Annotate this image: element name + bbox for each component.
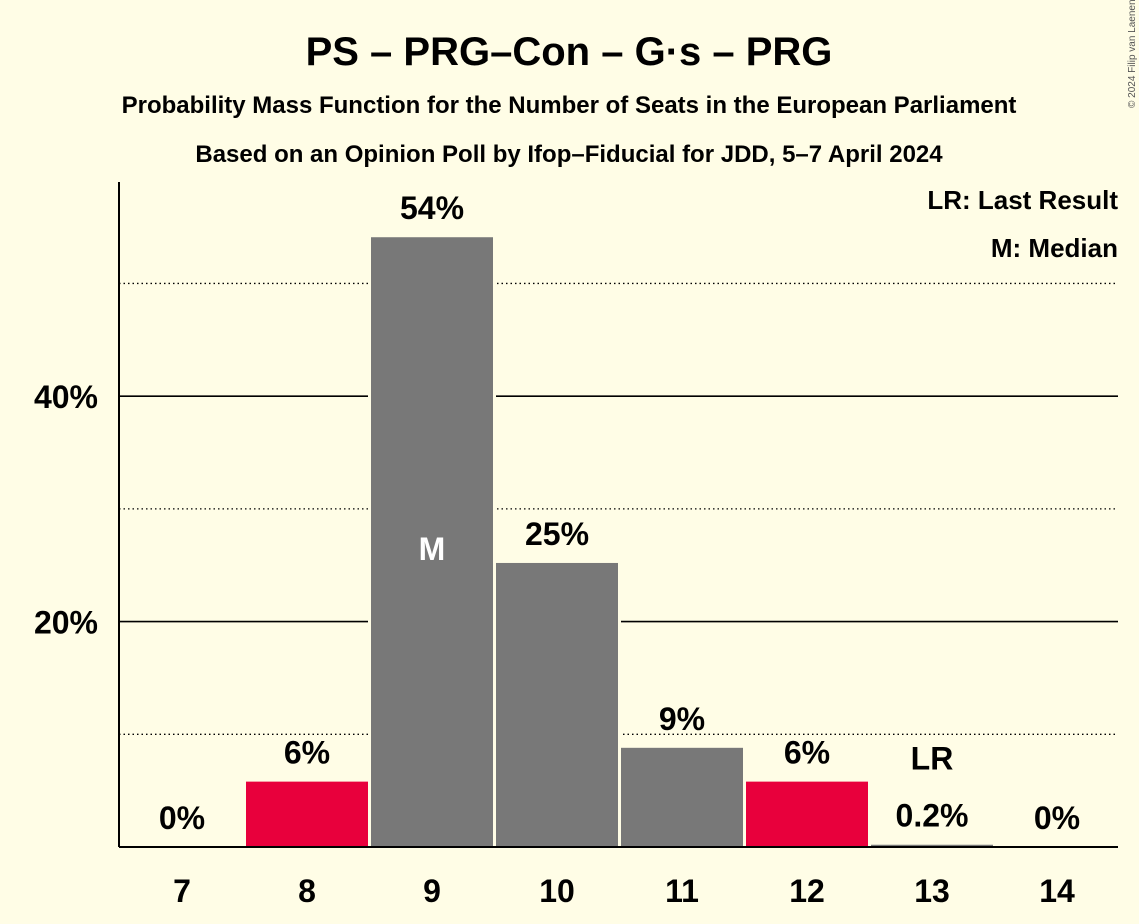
x-tick-label: 12 [789, 873, 825, 909]
bar [496, 562, 618, 847]
bar [746, 781, 868, 847]
data-labels: 0% 6% 54% M 25% 9% 6% 0.2% LR 0% [159, 190, 1080, 836]
data-label: 25% [525, 516, 589, 552]
x-tick-label: 10 [539, 873, 575, 909]
axes: 20% 40% 7 8 9 10 11 12 13 14 [34, 182, 1118, 909]
bars [243, 234, 996, 847]
bar [246, 781, 368, 847]
chart-title: PS – PRG–Con – G·s – PRG [306, 30, 833, 74]
bar [621, 747, 743, 847]
data-label: 6% [784, 735, 830, 771]
x-tick-label: 11 [665, 873, 699, 909]
chart-source: Based on an Opinion Poll by Ifop–Fiducia… [195, 141, 943, 168]
x-tick-label: 7 [173, 873, 191, 909]
x-tick-label: 13 [914, 873, 950, 909]
data-label: 0% [159, 800, 205, 836]
bar [371, 237, 493, 847]
copyright-notice: © 2024 Filip van Laenen [1127, 0, 1138, 108]
legend-median: M: Median [991, 233, 1118, 263]
gridlines [119, 282, 1118, 735]
median-marker: M [419, 531, 446, 567]
data-label: 54% [400, 190, 464, 226]
legend-last-result: LR: Last Result [927, 185, 1118, 215]
bar-gap [868, 841, 996, 847]
last-result-marker: LR [911, 741, 954, 777]
x-tick-label: 14 [1039, 873, 1075, 909]
chart-subtitle: Probability Mass Function for the Number… [122, 92, 1017, 119]
data-label: 6% [284, 735, 330, 771]
data-label: 0.2% [896, 798, 969, 834]
data-label: 9% [659, 701, 705, 737]
x-tick-label: 8 [298, 873, 316, 909]
data-label: 0% [1034, 800, 1080, 836]
bar [871, 844, 993, 847]
y-tick-label: 20% [34, 605, 98, 641]
x-tick-label: 9 [423, 873, 441, 909]
y-tick-label: 40% [34, 379, 98, 415]
